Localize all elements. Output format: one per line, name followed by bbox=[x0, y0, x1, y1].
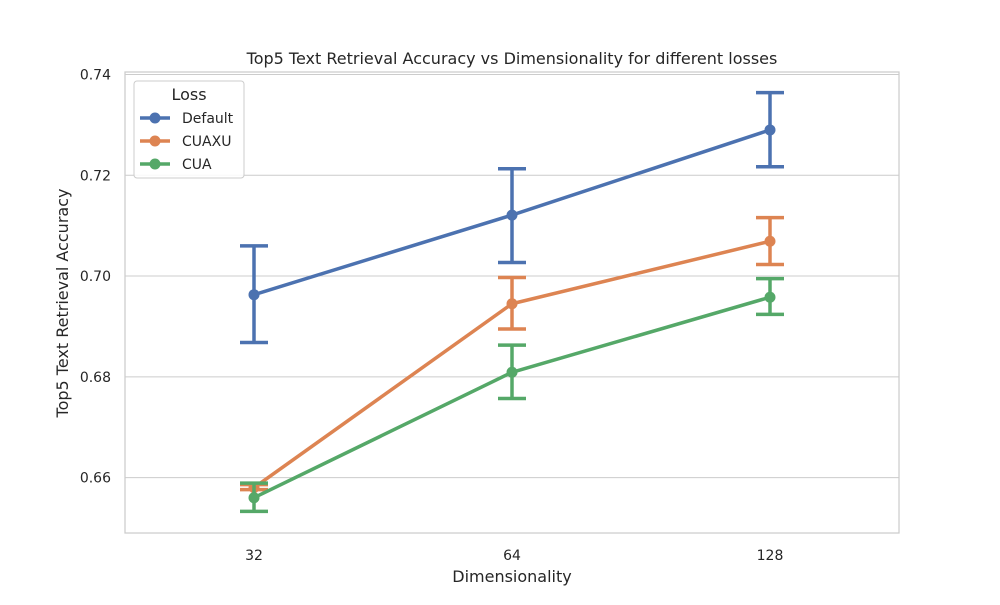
chart-title: Top5 Text Retrieval Accuracy vs Dimensio… bbox=[246, 49, 778, 68]
data-point bbox=[506, 298, 518, 310]
data-point bbox=[248, 289, 260, 301]
x-axis-label: Dimensionality bbox=[452, 567, 571, 586]
data-point bbox=[764, 291, 776, 303]
legend-marker bbox=[149, 158, 161, 170]
y-tick-label: 0.72 bbox=[80, 168, 111, 184]
y-tick-label: 0.70 bbox=[80, 269, 111, 285]
y-tick-label: 0.68 bbox=[80, 370, 111, 386]
x-tick-label: 64 bbox=[503, 548, 521, 564]
x-tick-label: 128 bbox=[757, 548, 784, 564]
legend-title: Loss bbox=[171, 85, 206, 104]
data-point bbox=[506, 209, 518, 221]
data-point bbox=[506, 366, 518, 378]
series-default bbox=[240, 90, 784, 345]
x-tick-label: 32 bbox=[245, 548, 263, 564]
y-axis-label: Top5 Text Retrieval Accuracy bbox=[53, 189, 72, 419]
legend-label: Default bbox=[182, 111, 234, 127]
legend-label: CUAXU bbox=[182, 134, 231, 150]
legend: Loss Default CUAXU CUA bbox=[133, 80, 245, 179]
legend-marker bbox=[149, 112, 161, 124]
data-point bbox=[248, 492, 260, 504]
y-tick-label: 0.74 bbox=[80, 68, 111, 84]
y-tick-label: 0.66 bbox=[80, 471, 111, 487]
legend-label: CUA bbox=[182, 157, 212, 173]
data-point bbox=[764, 124, 776, 136]
data-point bbox=[764, 235, 776, 247]
legend-box bbox=[133, 80, 245, 179]
legend-marker bbox=[149, 135, 161, 147]
series-cua bbox=[240, 276, 784, 514]
